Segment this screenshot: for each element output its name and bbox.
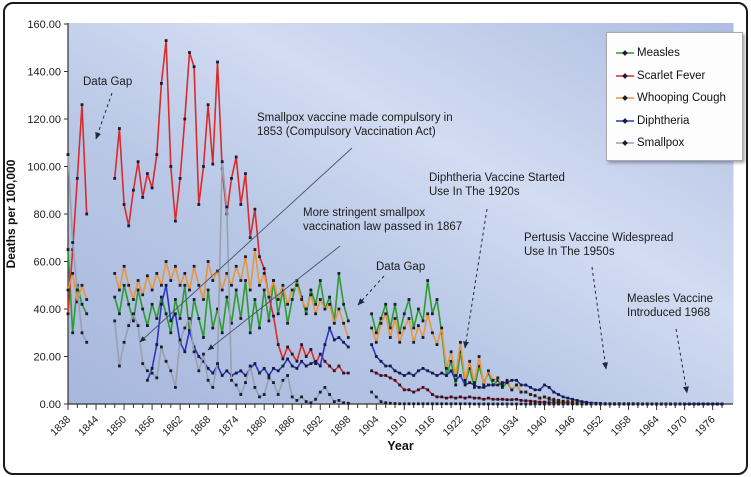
- leader-measles-vaccine: [675, 328, 689, 394]
- legend-item-diphtheria: Diphtheria: [615, 110, 736, 133]
- annotation-data-gap-2: Data Gap: [376, 261, 426, 273]
- legend-item-whooping-cough: Whooping Cough: [615, 87, 736, 110]
- series-smallpox: [66, 153, 686, 406]
- legend-label: Whooping Cough: [637, 92, 726, 105]
- legend-line-marker-icon: [616, 95, 634, 102]
- annotation-smallpox-1867: More stringent smallpox vaccination law …: [303, 207, 463, 234]
- annotation-pertussis-vaccine: Pertusis Vaccine Widespread Use In The 1…: [524, 232, 674, 259]
- annotation-data-gap-1: Data Gap: [83, 76, 133, 88]
- leader-smallpox-1867: [207, 245, 341, 351]
- legend-line-marker-icon: [616, 50, 634, 57]
- y-tick-label: 160.00: [27, 19, 61, 31]
- legend-label: Smallpox: [637, 137, 685, 150]
- legend-line-marker-icon: [616, 72, 634, 79]
- y-tick-label: 0.00: [40, 399, 61, 411]
- legend-label: Scarlet Fever: [637, 69, 706, 82]
- y-axis-title: Deaths per 100,000: [4, 159, 18, 268]
- annotation-measles-vaccine: Measles Vaccine Introduced 1968: [627, 293, 714, 320]
- legend-item-measles: Measles: [615, 42, 736, 65]
- series-scarlet-fever: [66, 39, 724, 406]
- y-tick-label: 140.00: [27, 67, 61, 79]
- y-tick-label: 60.00: [33, 257, 61, 269]
- legend-line-marker-icon: [616, 117, 634, 124]
- annotation-smallpox-1853: Smallpox vaccine made compulsory in 1853…: [257, 112, 453, 139]
- leader-data-gap-2: [357, 275, 385, 306]
- legend-item-smallpox: Smallpox: [615, 132, 736, 155]
- leader-pertussis-vaccine: [591, 266, 609, 370]
- y-tick-label: 40.00: [33, 304, 61, 316]
- legend-line-marker-icon: [616, 140, 634, 147]
- y-tick-label: 80.00: [33, 209, 61, 221]
- leader-data-gap-1: [95, 92, 113, 140]
- legend: Measles Scarlet Fever Whooping Cough Diphth…: [606, 32, 743, 161]
- y-tick-label: 20.00: [33, 352, 61, 364]
- x-axis-title: Year: [387, 439, 414, 453]
- y-tick-label: 120.00: [27, 114, 61, 126]
- legend-label: Diphtheria: [637, 114, 690, 127]
- leader-smallpox-1853: [139, 147, 353, 343]
- legend-label: Measles: [637, 47, 680, 60]
- legend-item-scarlet-fever: Scarlet Fever: [615, 65, 736, 88]
- y-tick-label: 100.00: [27, 162, 61, 174]
- annotation-diphtheria-vaccine: Diphtheria Vaccine Started Use In The 19…: [429, 172, 565, 199]
- leader-diphtheria-vaccine: [463, 208, 488, 349]
